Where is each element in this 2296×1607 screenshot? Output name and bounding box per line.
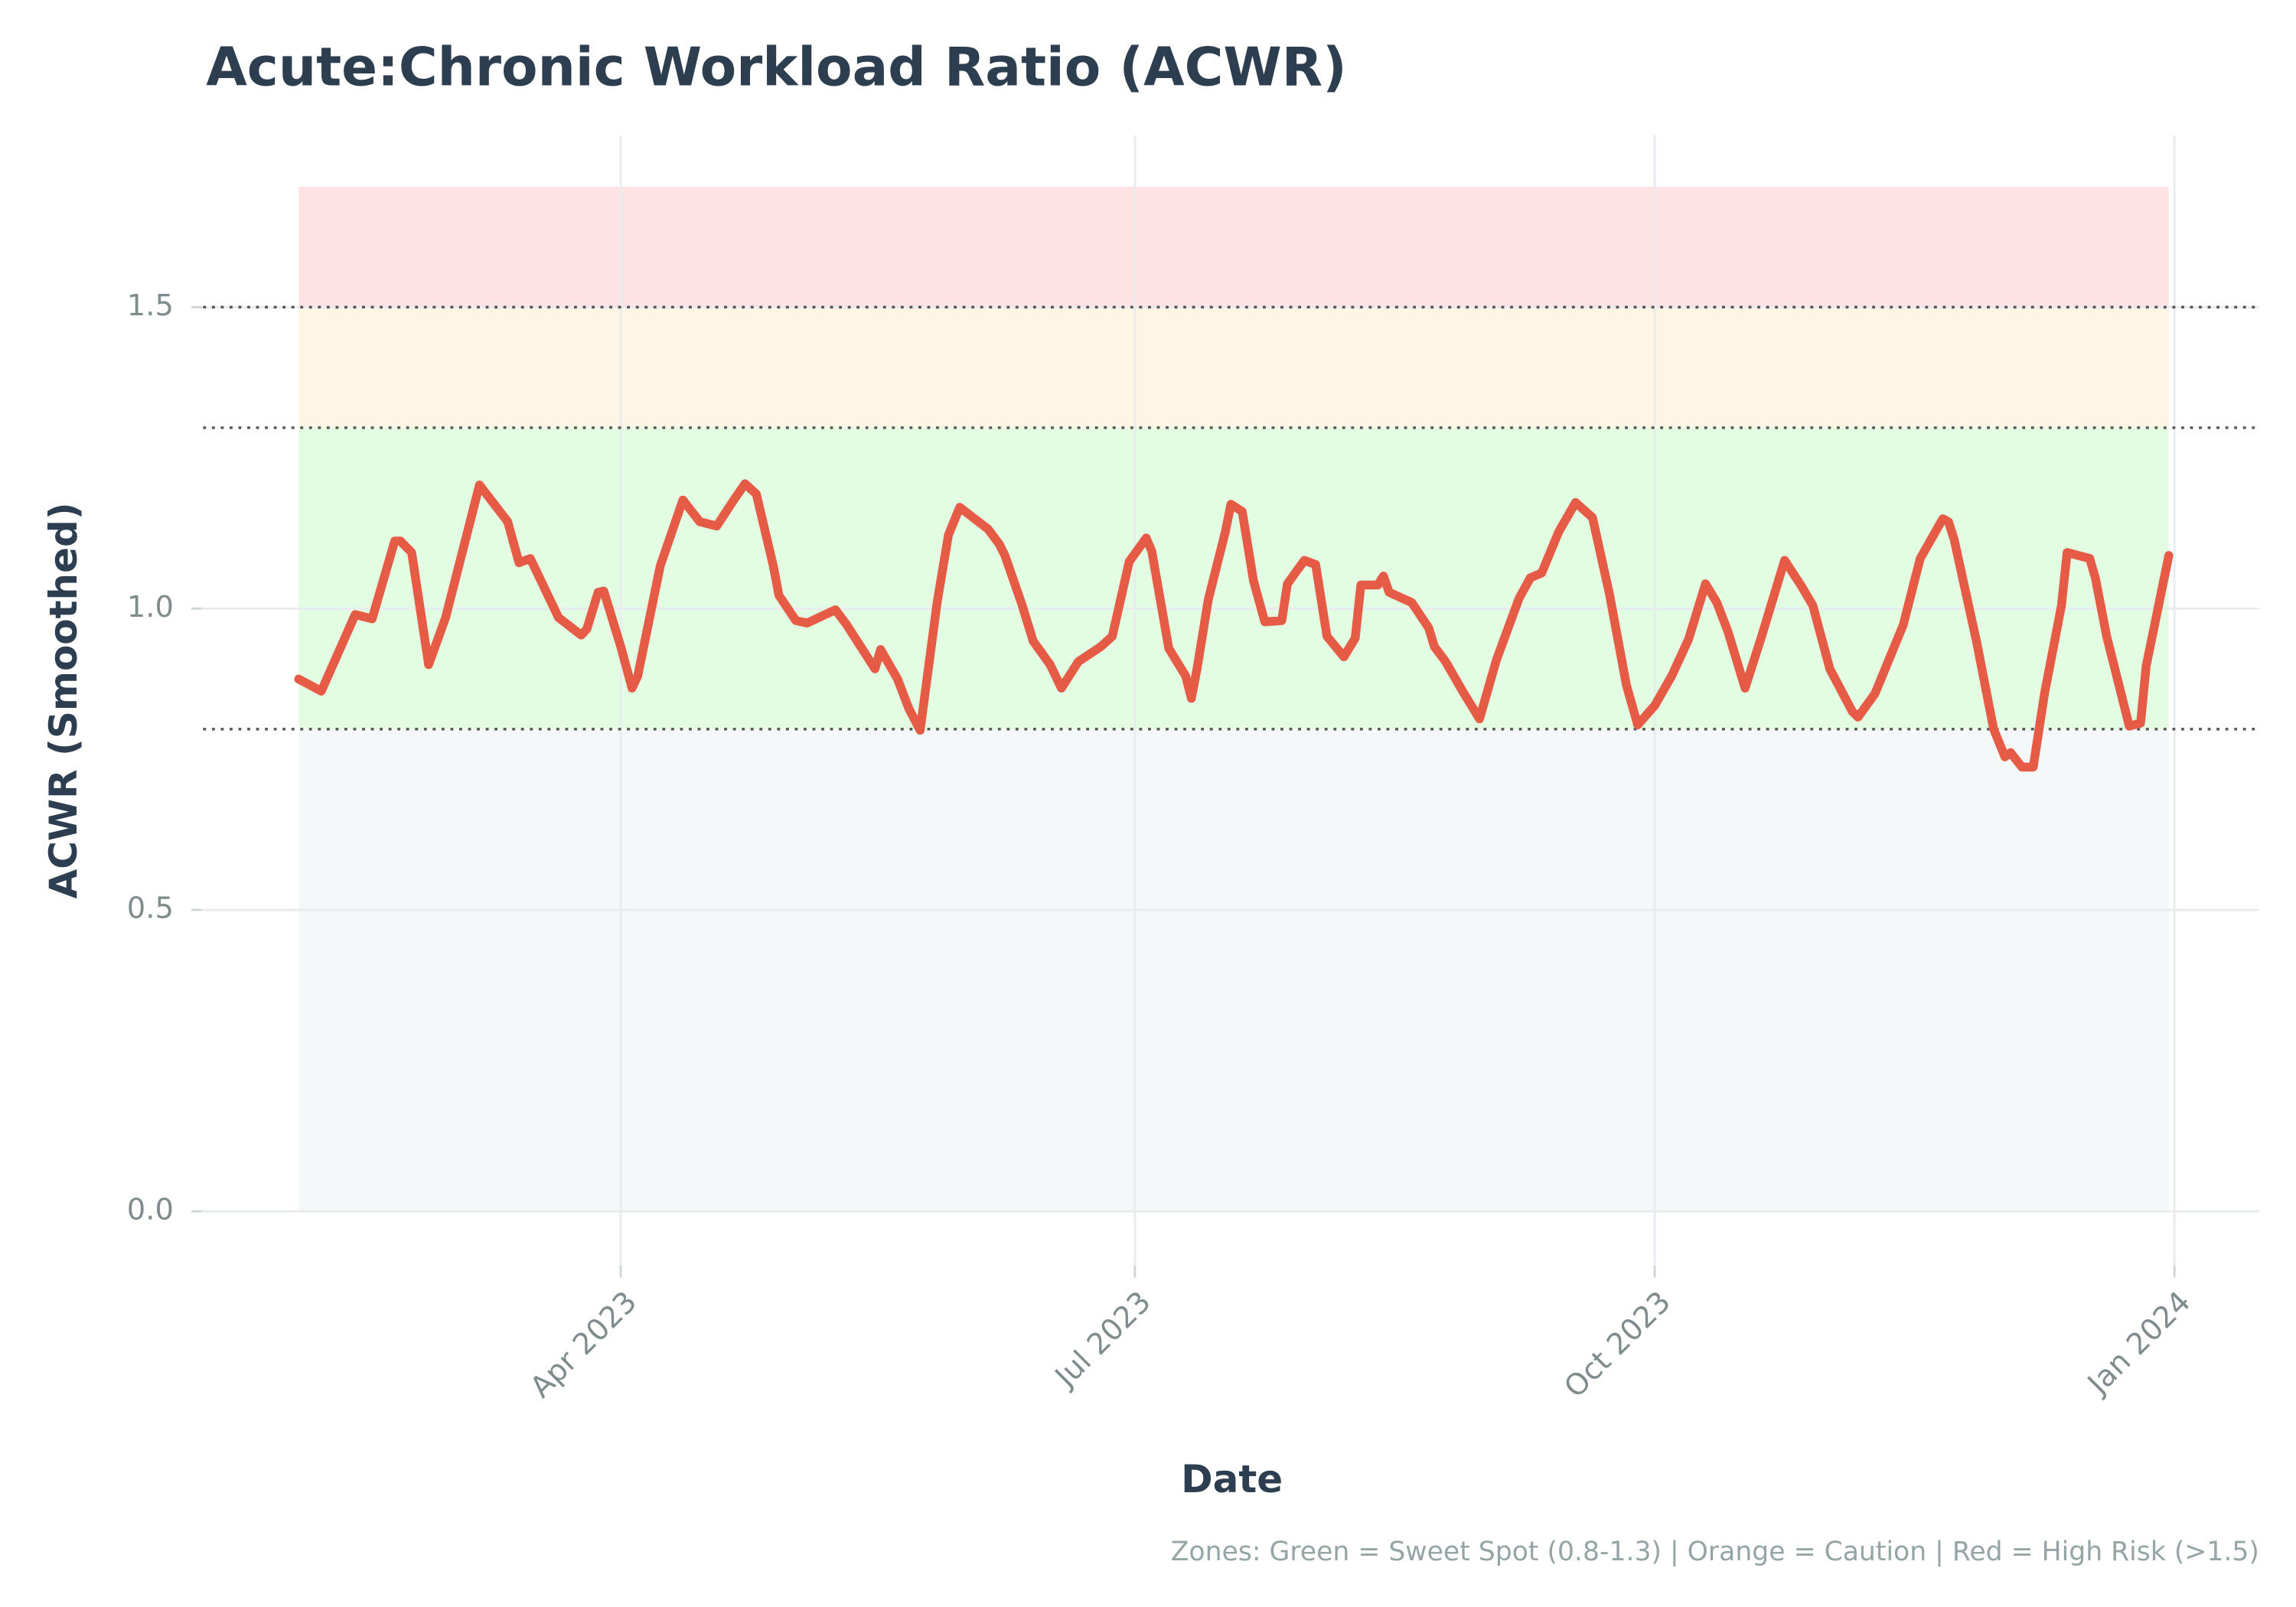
zones (298, 186, 2169, 1211)
y-axis-label: ACWR (Smoothed) (41, 502, 86, 898)
acwr-line (294, 479, 2174, 772)
x-tick-label: Oct 2023 (1557, 1285, 1678, 1405)
zone (298, 729, 2169, 1211)
chart-title: Acute:Chronic Workload Ratio (ACWR) (206, 37, 1347, 98)
plot (294, 479, 2174, 772)
y-tick-label: 1.5 (127, 288, 174, 323)
y-tick-label: 0.5 (127, 892, 174, 926)
note: Zones: Green = Sweet Spot (0.8-1.3) | Or… (1171, 1537, 2259, 1567)
x-tick-label: Apr 2023 (523, 1285, 644, 1405)
x-axis-label: Date (1181, 1457, 1283, 1501)
zone (298, 427, 2169, 729)
x-tick-label: Jan 2024 (2080, 1285, 2197, 1402)
zone (298, 307, 2169, 428)
y-tick-label: 1.0 (127, 590, 174, 624)
x-tick-label: Jul 2023 (1048, 1285, 1158, 1395)
zone (298, 186, 2169, 308)
y-tick-label: 0.0 (127, 1192, 174, 1227)
